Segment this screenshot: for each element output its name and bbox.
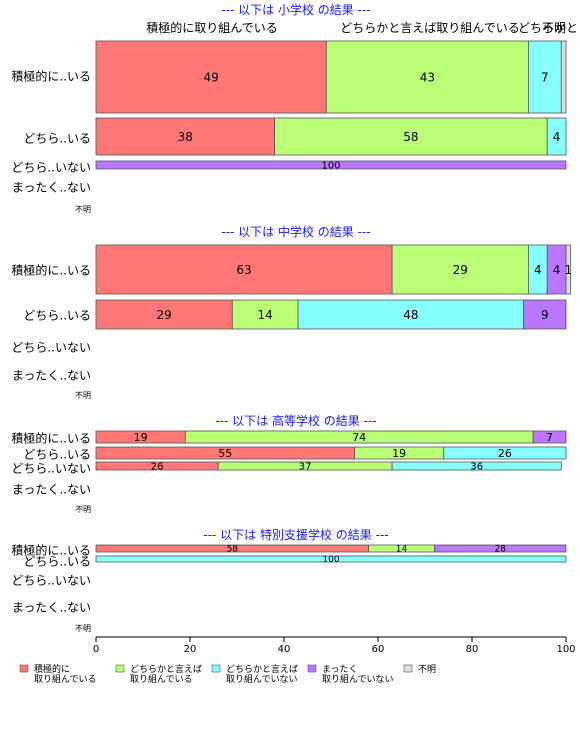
bar-segment (95, 160, 567, 170)
legend-swatch (19, 664, 29, 673)
segment-value-label: 55 (218, 447, 232, 460)
row-label: 不明 (75, 624, 91, 633)
legend-label: 取り組んでいない (226, 673, 298, 685)
legend-label: どちらかと言えば (226, 663, 298, 675)
top-category-label: どちらかと (518, 21, 578, 35)
legend-label: 取り組んでいない (322, 673, 394, 685)
segment-value-label: 26 (498, 447, 512, 460)
segment-value-label: 58 (403, 130, 418, 144)
x-tick-label: 0 (93, 644, 99, 655)
panel-title: --- 以下は 中学校 の結果 --- (221, 224, 370, 239)
segment-value-label: 74 (352, 431, 366, 444)
panel-title: --- 以下は 高等学校 の結果 --- (215, 413, 376, 428)
segment-value-label: 7 (541, 70, 549, 84)
x-tick-label: 100 (556, 644, 575, 655)
bar-segment (95, 555, 567, 563)
row-label: 不明 (75, 205, 91, 214)
segment-value-label: 100 (321, 161, 340, 172)
row-label: どちら..いる (23, 447, 91, 461)
segment-value-label: 14 (258, 308, 273, 322)
segment-value-label: 7 (546, 431, 553, 444)
segment-value-label: 19 (392, 447, 406, 460)
segment-value-label: 9 (541, 308, 549, 322)
row-label: 不明 (75, 505, 91, 514)
bar-segment (391, 461, 562, 471)
segment-value-label: 1 (565, 263, 573, 277)
bar-segment (95, 244, 393, 295)
legend-label: 積極的に (34, 663, 70, 675)
row-label: どちら..いる (23, 554, 91, 568)
segment-value-label: 58 (227, 545, 239, 555)
top-category-label: 積極的に取り組んでいる (146, 20, 277, 35)
legend-swatch (115, 664, 125, 673)
row-label: 積極的に..いる (11, 542, 91, 557)
row-label: まったく..ない (12, 180, 91, 194)
legend-swatch (307, 664, 317, 673)
legend-swatch (211, 664, 221, 673)
segment-value-label: 29 (157, 308, 172, 322)
bar-segment (560, 40, 567, 114)
bar-segment (546, 117, 567, 156)
legend-label: 不明 (418, 664, 436, 675)
segment-value-label: 29 (453, 263, 468, 277)
row-label: どちら..いない (11, 340, 91, 354)
row-label: 不明 (75, 391, 91, 400)
x-tick-label: 20 (184, 644, 197, 655)
bar-segment (274, 117, 548, 156)
bar-segment (523, 299, 567, 330)
row-label: まったく..ない (12, 482, 91, 496)
segment-value-label: 43 (420, 70, 435, 84)
bar-segment (391, 244, 529, 295)
top-category-label: 不明 (542, 21, 566, 35)
top-category-label: どちらかと言えば取り組んでいる (340, 21, 519, 35)
row-label: どちら..いない (11, 573, 91, 587)
bar-segment (443, 446, 567, 460)
segment-value-label: 100 (322, 555, 339, 565)
bar-segment (532, 430, 567, 444)
row-label: どちら..いない (11, 160, 91, 174)
row-label: どちら..いる (23, 131, 91, 145)
x-tick-label: 60 (372, 644, 385, 655)
x-tick-label: 80 (466, 644, 479, 655)
legend-label: 取り組んでいる (34, 673, 97, 685)
bar-segment (95, 299, 233, 330)
bar-segment (325, 40, 529, 114)
row-label: 積極的に..いる (11, 262, 91, 277)
panel-title: --- 以下は 特別支援学校 の結果 --- (203, 527, 388, 542)
bar-segment (297, 299, 525, 330)
segment-value-label: 28 (494, 545, 506, 555)
legend-swatch (403, 664, 413, 673)
x-tick-label: 40 (278, 644, 291, 655)
segment-value-label: 63 (236, 263, 251, 277)
segment-value-label: 26 (151, 462, 164, 473)
row-label: どちら..いない (11, 461, 91, 475)
legend-label: どちらかと言えば (130, 663, 202, 675)
segment-value-label: 4 (534, 263, 542, 277)
segment-value-label: 14 (396, 545, 408, 555)
panel-title: --- 以下は 小学校 の結果 --- (221, 2, 370, 17)
row-label: まったく..ない (12, 600, 91, 614)
segment-value-label: 4 (553, 263, 561, 277)
legend-label: 取り組んでいる (130, 673, 193, 685)
row-label: 積極的に..いる (11, 430, 91, 445)
segment-value-label: 19 (134, 431, 148, 444)
segment-value-label: 37 (299, 462, 312, 473)
segment-value-label: 48 (403, 308, 418, 322)
segment-value-label: 38 (178, 130, 193, 144)
legend-label: まったく (322, 664, 358, 675)
row-label: まったく..ない (12, 368, 91, 382)
segment-value-label: 49 (204, 70, 219, 84)
row-label: どちら..いる (23, 308, 91, 322)
bar-segment (433, 544, 567, 553)
row-label: 積極的に..いる (11, 68, 91, 83)
segment-value-label: 36 (470, 462, 483, 473)
segment-value-label: 4 (553, 130, 561, 144)
bar-segment (565, 244, 572, 295)
